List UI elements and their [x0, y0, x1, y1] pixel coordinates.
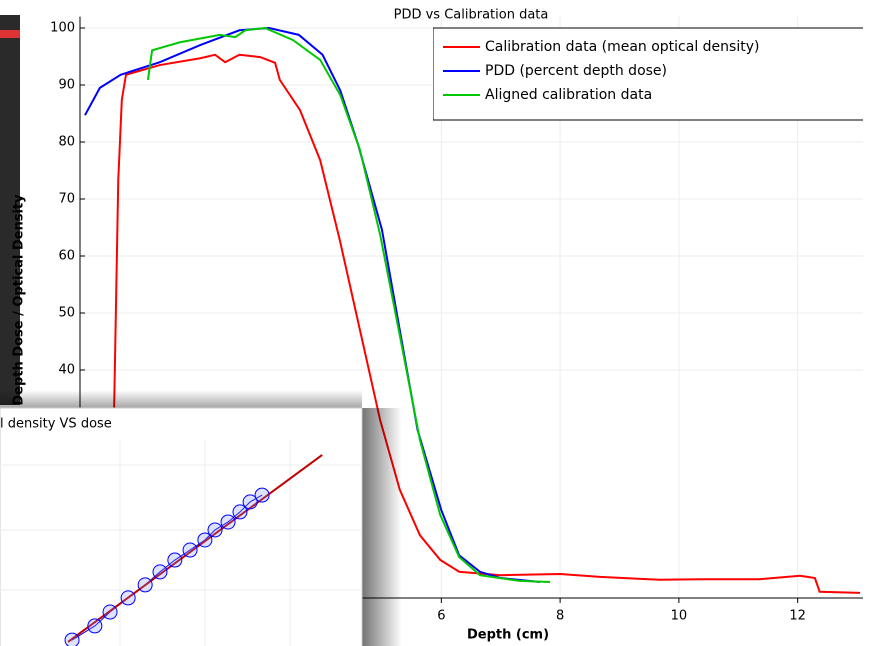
data-point	[242, 494, 258, 510]
inset-title: l density VS dose	[0, 417, 112, 432]
legend-box	[433, 27, 863, 121]
fit-line	[67, 454, 323, 643]
y-tick-label: 40	[58, 363, 75, 378]
background-window-bar	[0, 30, 20, 38]
legend-label: PDD (percent depth dose)	[485, 63, 667, 79]
x-tick-label: 12	[789, 609, 806, 624]
data-point	[102, 604, 118, 620]
data-point	[120, 590, 136, 606]
inset-chart: l density VS dose	[0, 407, 363, 646]
data-point	[137, 577, 153, 593]
data-point	[220, 514, 236, 530]
legend: Calibration data (mean optical density) P…	[433, 27, 863, 121]
x-axis-label: Depth (cm)	[467, 628, 549, 643]
y-tick-label: 90	[58, 78, 75, 93]
data-point	[167, 552, 183, 568]
data-line	[113, 53, 861, 594]
y-axis-label: Depth Dose / Optical Density	[12, 194, 27, 406]
data-point	[182, 542, 198, 558]
data-point	[64, 632, 80, 646]
x-tick-label: 6	[437, 609, 445, 624]
data-line	[146, 26, 551, 584]
data-point	[232, 504, 248, 520]
y-tick-label: 100	[50, 21, 75, 36]
x-tick-label: 8	[556, 609, 564, 624]
legend-label: Aligned calibration data	[485, 87, 652, 103]
y-tick-label: 50	[58, 306, 75, 321]
x-tick-label: 10	[671, 609, 688, 624]
chart-title: PDD vs Calibration data	[394, 8, 549, 23]
window-shadow	[362, 408, 402, 646]
background-window	[0, 15, 20, 405]
y-tick-label: 60	[58, 249, 75, 264]
inset-window	[0, 407, 363, 646]
data-point	[152, 564, 168, 580]
y-tick-label: 70	[58, 192, 75, 207]
window-shadow	[0, 390, 362, 408]
data-point	[197, 532, 213, 548]
data-point	[207, 522, 223, 538]
data-point	[254, 487, 270, 503]
y-tick-label: 80	[58, 135, 75, 150]
data-point	[87, 618, 103, 634]
main-chart: PDD vs Calibration data Depth (cm) Depth…	[12, 8, 550, 643]
legend-label: Calibration data (mean optical density)	[485, 39, 759, 55]
